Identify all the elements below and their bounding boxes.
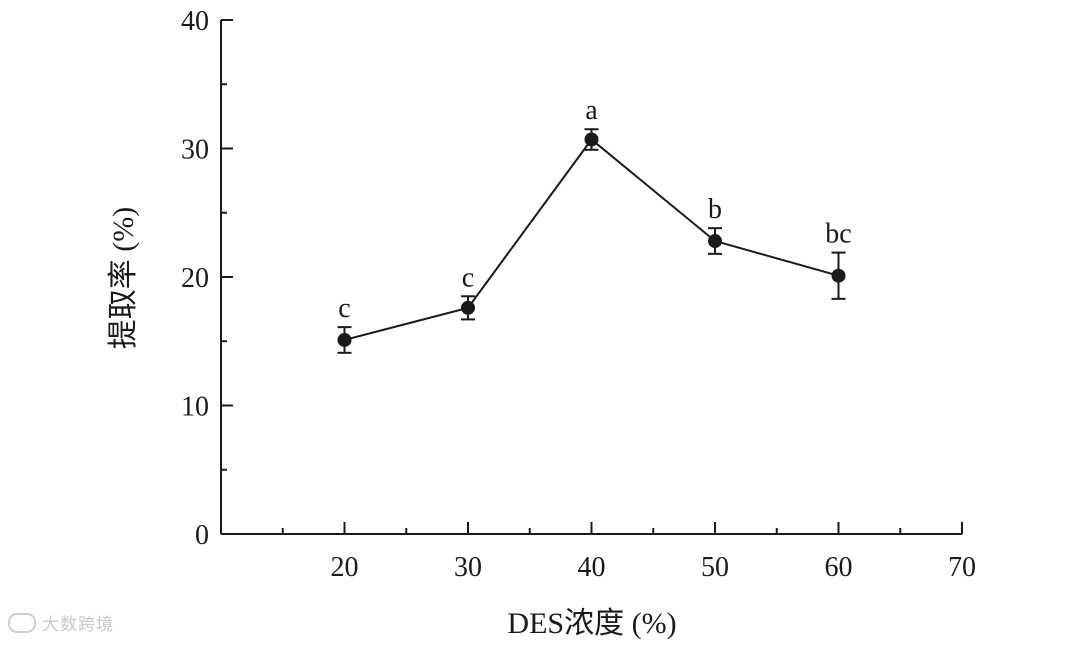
data-marker	[584, 132, 599, 147]
significance-label: c	[462, 262, 474, 293]
x-tick-label: 50	[701, 552, 729, 583]
x-tick-label: 60	[825, 552, 853, 583]
y-tick-label: 0	[195, 520, 209, 551]
y-tick-label: 30	[181, 135, 209, 166]
data-marker	[831, 268, 846, 283]
significance-label: bc	[825, 219, 851, 250]
y-axis-title: 提取率 (%)	[107, 207, 140, 349]
data-marker	[337, 332, 352, 347]
y-tick-label: 40	[181, 6, 209, 37]
x-tick-label: 70	[948, 552, 976, 583]
significance-label: a	[585, 95, 598, 126]
x-axis-title: DES浓度 (%)	[507, 607, 676, 640]
data-marker	[708, 234, 722, 249]
data-point: c	[337, 293, 352, 354]
watermark-logo-icon	[8, 613, 36, 633]
watermark: 大数跨境	[8, 610, 114, 635]
y-tick-label: 20	[181, 263, 209, 294]
x-tick-label: 20	[331, 552, 359, 583]
data-marker	[461, 300, 475, 315]
data-point: bc	[825, 219, 852, 300]
ticks: 0 10 20 30 40 20 30 40 50 60 70	[181, 6, 976, 583]
significance-label: c	[338, 293, 350, 324]
x-tick-label: 30	[454, 552, 482, 583]
x-tick-label: 40	[578, 552, 606, 583]
significance-label: b	[708, 194, 722, 225]
data-point: b	[708, 194, 722, 255]
data-point: c	[461, 262, 475, 321]
watermark-text: 大数跨境	[42, 615, 114, 635]
y-tick-label: 10	[181, 392, 209, 423]
series-line	[344, 138, 839, 341]
data-point: a	[584, 95, 599, 151]
series-layer: c c a b bc	[337, 95, 852, 354]
